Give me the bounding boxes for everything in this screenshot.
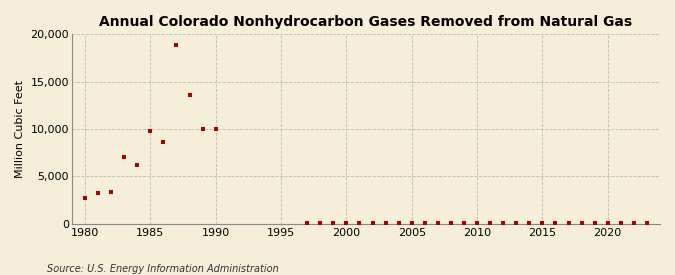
Point bbox=[563, 221, 574, 226]
Point bbox=[576, 221, 587, 226]
Point bbox=[550, 221, 561, 226]
Point bbox=[367, 221, 378, 226]
Point bbox=[406, 221, 417, 226]
Point bbox=[328, 221, 339, 226]
Title: Annual Colorado Nonhydrocarbon Gases Removed from Natural Gas: Annual Colorado Nonhydrocarbon Gases Rem… bbox=[99, 15, 632, 29]
Point bbox=[80, 196, 90, 200]
Point bbox=[485, 221, 495, 226]
Point bbox=[616, 221, 626, 226]
Point bbox=[145, 129, 156, 133]
Point bbox=[380, 221, 391, 226]
Point bbox=[602, 221, 613, 226]
Point bbox=[92, 190, 103, 195]
Point bbox=[171, 43, 182, 47]
Text: Source: U.S. Energy Information Administration: Source: U.S. Energy Information Administ… bbox=[47, 264, 279, 274]
Point bbox=[197, 127, 208, 131]
Point bbox=[641, 221, 652, 226]
Point bbox=[315, 221, 325, 226]
Point bbox=[497, 221, 508, 226]
Point bbox=[106, 189, 117, 194]
Point bbox=[433, 221, 443, 226]
Y-axis label: Million Cubic Feet: Million Cubic Feet bbox=[15, 80, 25, 178]
Point bbox=[394, 221, 404, 226]
Point bbox=[524, 221, 535, 226]
Point bbox=[472, 221, 483, 226]
Point bbox=[354, 221, 365, 226]
Point bbox=[302, 221, 313, 226]
Point bbox=[184, 93, 195, 97]
Point bbox=[211, 127, 221, 131]
Point bbox=[132, 163, 142, 167]
Point bbox=[511, 221, 522, 226]
Point bbox=[419, 221, 430, 226]
Point bbox=[158, 140, 169, 145]
Point bbox=[341, 221, 352, 226]
Point bbox=[119, 154, 130, 159]
Point bbox=[458, 221, 469, 226]
Point bbox=[446, 221, 456, 226]
Point bbox=[589, 221, 600, 226]
Point bbox=[537, 221, 548, 226]
Point bbox=[628, 221, 639, 226]
